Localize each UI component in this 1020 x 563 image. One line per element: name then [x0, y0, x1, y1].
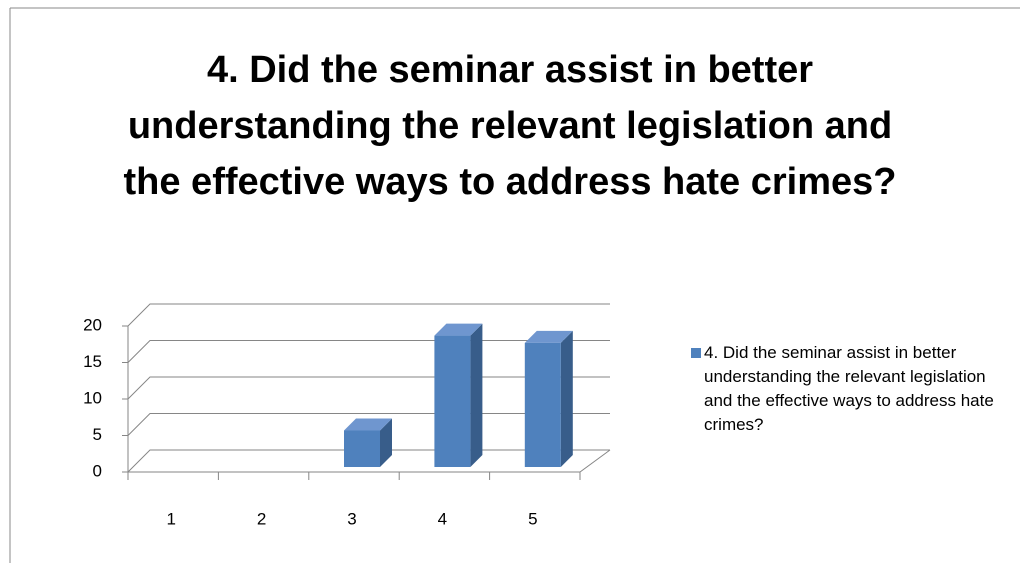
- bar-side: [380, 418, 392, 467]
- x-tick-label: 3: [347, 509, 356, 528]
- y-tick-label: 5: [93, 425, 102, 444]
- legend: 4. Did the seminar assist in better unde…: [691, 341, 1016, 437]
- bar-top: [434, 323, 483, 336]
- bar-front: [434, 335, 471, 467]
- bar-top: [524, 330, 573, 343]
- bar: [434, 323, 483, 467]
- bar: [524, 330, 573, 467]
- legend-swatch: [691, 348, 701, 358]
- bar: [344, 418, 392, 467]
- x-tick-label: 4: [438, 509, 447, 528]
- grid-line: [127, 303, 610, 327]
- legend-label: 4. Did the seminar assist in better unde…: [704, 343, 994, 434]
- bar-side: [560, 330, 573, 467]
- bar-top: [344, 418, 392, 431]
- y-tick-label: 10: [83, 388, 102, 407]
- x-tick-label: 5: [528, 509, 537, 528]
- y-tick-label: 15: [83, 352, 102, 371]
- x-tick-label: 2: [257, 509, 266, 528]
- bar-front: [524, 342, 561, 467]
- bar-front: [344, 430, 380, 467]
- y-tick-label: 20: [83, 315, 102, 334]
- x-tick-label: 1: [166, 509, 175, 528]
- y-tick-label: 0: [93, 461, 102, 480]
- chart-title: 4. Did the seminar assist in better unde…: [123, 49, 897, 203]
- bar-side: [470, 323, 483, 467]
